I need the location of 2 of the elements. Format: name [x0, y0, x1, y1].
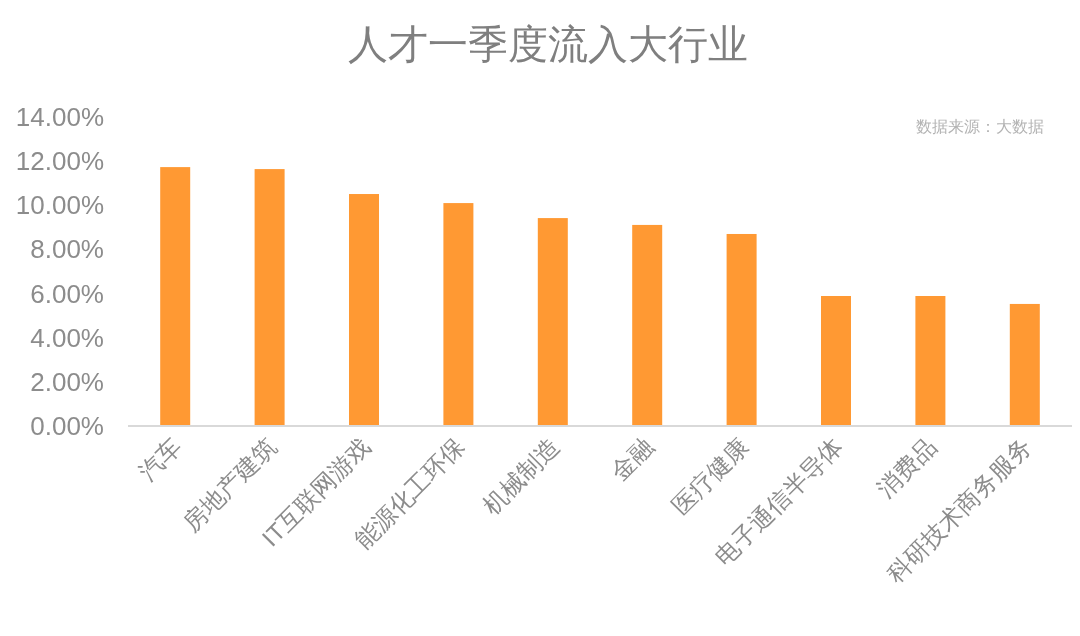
annotation: 数据来源：大数据	[916, 118, 1044, 135]
title: 人才一季度流入大行业	[348, 22, 748, 66]
